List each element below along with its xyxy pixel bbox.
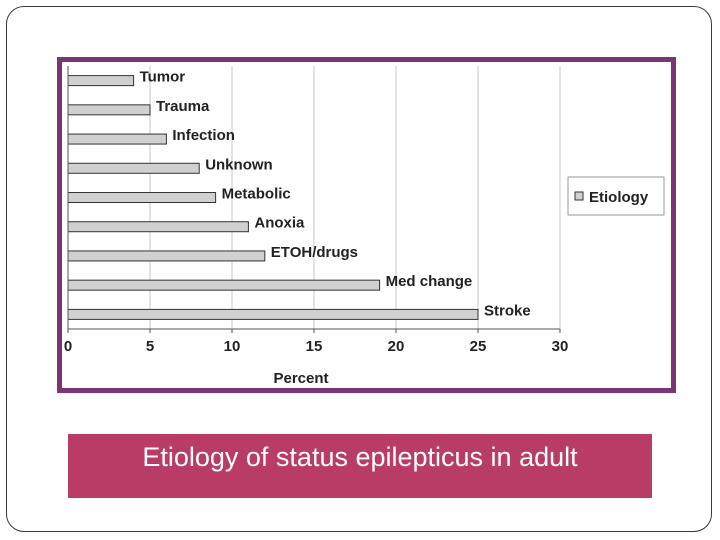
- x-tick-label-15: 15: [306, 338, 323, 355]
- bar-med-change: [67, 279, 381, 291]
- x-axis-label: Percent: [273, 370, 328, 387]
- x-tick-label-30: 30: [552, 338, 569, 355]
- bar-label-stroke: Stroke: [484, 302, 531, 319]
- x-tick-label-25: 25: [470, 338, 487, 355]
- x-axis: 0 5 10 15 20 25 30: [64, 66, 569, 355]
- bar-label-med-change: Med change: [386, 273, 473, 290]
- bar-label-trauma: Trauma: [156, 98, 210, 115]
- bar-unknown: [67, 162, 200, 174]
- legend: Etiology: [567, 176, 665, 216]
- bar-metabolic: [67, 192, 217, 203]
- bar-label-etoh-drugs: ETOH/drugs: [271, 244, 358, 261]
- legend-box: [567, 176, 665, 216]
- bar-stroke: [67, 308, 479, 320]
- slide-frame: [6, 6, 712, 532]
- bars: Tumor Trauma Infection Unknown Metabolic Anox…: [67, 69, 531, 320]
- bar-label-infection: Infection: [172, 127, 235, 144]
- legend-swatch: [574, 191, 584, 201]
- x-tick-label-20: 20: [388, 338, 405, 355]
- chart-frame: Tumor Trauma Infection Unknown Metabolic Anox…: [57, 57, 676, 393]
- x-tick-label-5: 5: [146, 338, 154, 355]
- x-tick-label-0: 0: [64, 338, 72, 355]
- bar-etoh-drugs: [67, 250, 266, 262]
- legend-label: Etiology: [589, 189, 649, 206]
- bar-tumor: [67, 75, 135, 87]
- slide-caption: Etiology of status epilepticus in adult: [142, 442, 578, 472]
- bar-label-tumor: Tumor: [140, 69, 186, 86]
- bar-chart: Tumor Trauma Infection Unknown Metabolic Anox…: [64, 66, 665, 387]
- caption-box: Etiology of status epilepticus in adult: [68, 434, 652, 498]
- bar-infection: [67, 133, 167, 145]
- bar-label-metabolic: Metabolic: [222, 186, 291, 203]
- bar-anoxia: [67, 221, 249, 233]
- x-tick-label-10: 10: [224, 338, 241, 355]
- bar-trauma: [67, 104, 151, 116]
- bar-label-anoxia: Anoxia: [254, 215, 305, 232]
- bar-label-unknown: Unknown: [205, 156, 273, 173]
